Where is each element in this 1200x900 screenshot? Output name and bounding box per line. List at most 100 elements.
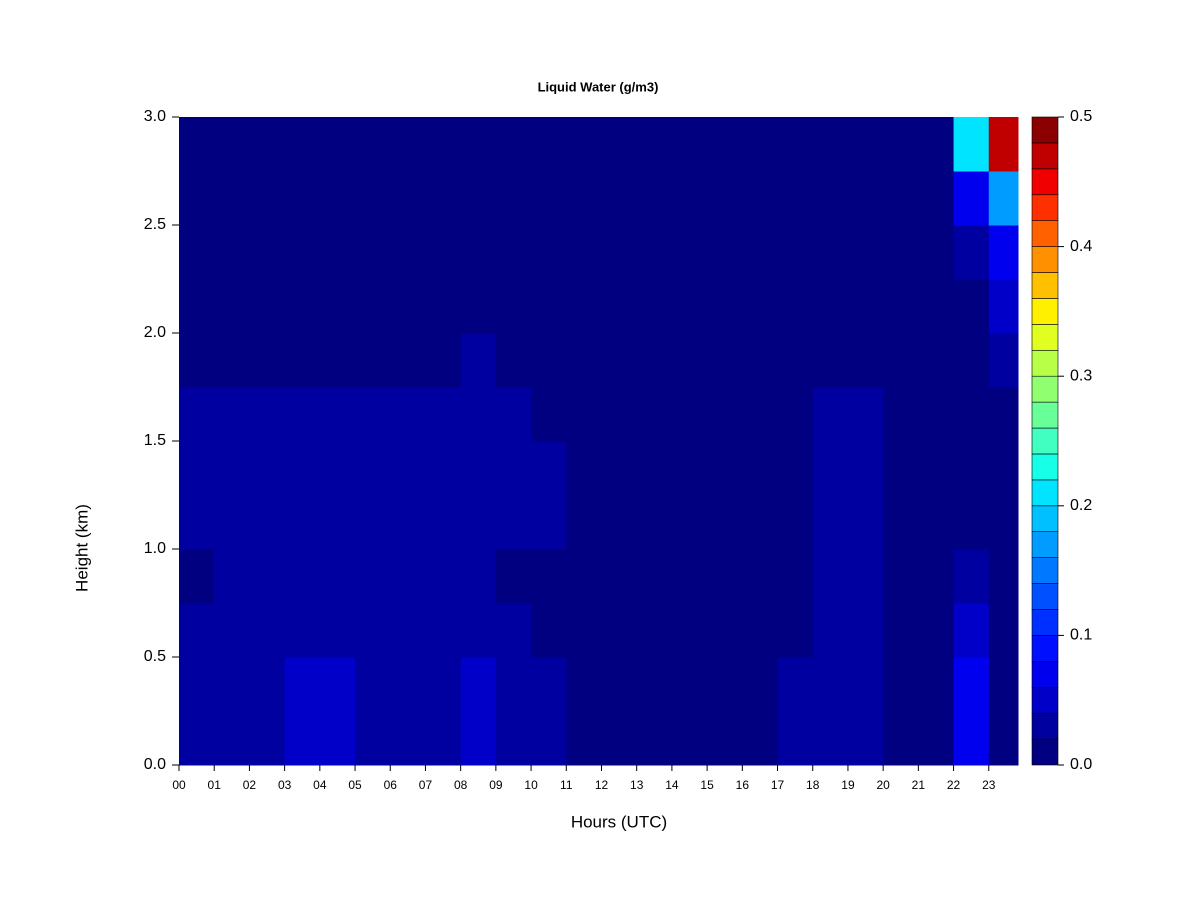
heat-cell bbox=[988, 279, 1019, 334]
heat-cell bbox=[355, 441, 391, 496]
heat-cell bbox=[671, 711, 708, 766]
colorbar-box bbox=[1031, 246, 1059, 273]
heat-cell bbox=[249, 225, 286, 280]
colorbar-tick-label: 0.1 bbox=[1070, 627, 1092, 644]
heat-cell bbox=[179, 117, 215, 172]
heat-cell bbox=[988, 333, 1019, 388]
heat-cell bbox=[812, 279, 849, 334]
colorbar-box bbox=[1031, 220, 1059, 247]
heat-cell bbox=[355, 225, 391, 280]
x-tick-label: 22 bbox=[947, 778, 961, 792]
heat-cell bbox=[355, 171, 391, 226]
colorbar-box bbox=[1031, 142, 1059, 170]
heat-cell bbox=[284, 171, 321, 226]
heat-cell bbox=[953, 549, 990, 604]
heat-cell bbox=[284, 711, 321, 766]
colorbar-box bbox=[1031, 661, 1059, 688]
heat-cell bbox=[566, 225, 602, 280]
y-tick-label: 3.0 bbox=[144, 108, 166, 125]
heat-cell bbox=[918, 279, 955, 334]
heat-cell bbox=[214, 495, 250, 550]
heat-cell bbox=[601, 549, 638, 604]
heat-cell bbox=[390, 333, 426, 388]
heat-cell bbox=[495, 441, 532, 496]
heat-cell bbox=[742, 549, 779, 604]
y-tick-label: 2.5 bbox=[144, 216, 166, 233]
x-tick-label: 23 bbox=[982, 778, 996, 792]
heat-cell bbox=[319, 711, 356, 766]
heat-cell bbox=[179, 549, 215, 604]
heat-cell bbox=[988, 549, 1019, 604]
heat-cell bbox=[390, 657, 426, 712]
heat-cell bbox=[460, 711, 497, 766]
colorbar-box bbox=[1031, 116, 1059, 144]
heat-cell bbox=[812, 171, 849, 226]
colorbar-tick-label: 0.5 bbox=[1070, 108, 1092, 125]
heat-cell bbox=[319, 171, 356, 226]
x-tick-label: 06 bbox=[384, 778, 398, 792]
heat-cell bbox=[284, 387, 321, 442]
heat-cell bbox=[707, 117, 743, 172]
heat-cell bbox=[812, 657, 849, 712]
heat-cell bbox=[460, 171, 497, 226]
heat-cell bbox=[531, 279, 567, 334]
heat-cell bbox=[355, 279, 391, 334]
heat-cell bbox=[812, 333, 849, 388]
heat-cell bbox=[671, 117, 708, 172]
heat-cell bbox=[847, 549, 884, 604]
heat-cell bbox=[319, 117, 356, 172]
heat-cell bbox=[214, 603, 250, 658]
heat-cell bbox=[812, 441, 849, 496]
colorbar-box bbox=[1031, 272, 1059, 299]
x-tick-label: 12 bbox=[595, 778, 609, 792]
heat-cell bbox=[812, 117, 849, 172]
heat-cell bbox=[601, 441, 638, 496]
heat-cell bbox=[953, 711, 990, 766]
heat-cell bbox=[319, 279, 356, 334]
heat-cell bbox=[707, 171, 743, 226]
heat-cell bbox=[214, 387, 250, 442]
heat-cell bbox=[707, 333, 743, 388]
heat-cell bbox=[284, 225, 321, 280]
heat-cell bbox=[495, 225, 532, 280]
heat-cell bbox=[214, 711, 250, 766]
heat-cell bbox=[777, 387, 814, 442]
heat-cell bbox=[214, 657, 250, 712]
heat-cell bbox=[214, 441, 250, 496]
heat-cell bbox=[988, 387, 1019, 442]
heat-cell bbox=[495, 549, 532, 604]
heat-cell bbox=[636, 387, 673, 442]
heat-cell bbox=[460, 225, 497, 280]
heat-cell bbox=[777, 225, 814, 280]
x-tick-label: 02 bbox=[243, 778, 257, 792]
heat-cell bbox=[671, 603, 708, 658]
y-axis-label: Height (km) bbox=[72, 504, 91, 592]
heat-cell bbox=[883, 333, 919, 388]
heat-cell bbox=[425, 387, 462, 442]
colorbar-tick-label: 0.3 bbox=[1070, 367, 1092, 384]
x-tick-label: 15 bbox=[700, 778, 714, 792]
heat-cell bbox=[214, 117, 250, 172]
heat-cell bbox=[319, 387, 356, 442]
y-tick-label: 1.5 bbox=[144, 432, 166, 449]
heat-cell bbox=[953, 603, 990, 658]
heat-cell bbox=[601, 387, 638, 442]
heat-cell bbox=[425, 657, 462, 712]
heat-cell bbox=[495, 333, 532, 388]
heat-cell bbox=[918, 657, 955, 712]
heat-cell bbox=[988, 225, 1019, 280]
heat-cell bbox=[918, 171, 955, 226]
heat-cell bbox=[425, 711, 462, 766]
heat-cell bbox=[742, 279, 779, 334]
heat-cell bbox=[671, 657, 708, 712]
heat-cell bbox=[566, 387, 602, 442]
heat-cell bbox=[425, 495, 462, 550]
colorbar-box bbox=[1031, 557, 1059, 584]
heat-cell bbox=[636, 495, 673, 550]
heat-cell bbox=[918, 441, 955, 496]
heat-cell bbox=[988, 711, 1019, 766]
heat-cell bbox=[319, 441, 356, 496]
heat-cell bbox=[777, 549, 814, 604]
heat-cell bbox=[707, 225, 743, 280]
heat-cell bbox=[495, 279, 532, 334]
